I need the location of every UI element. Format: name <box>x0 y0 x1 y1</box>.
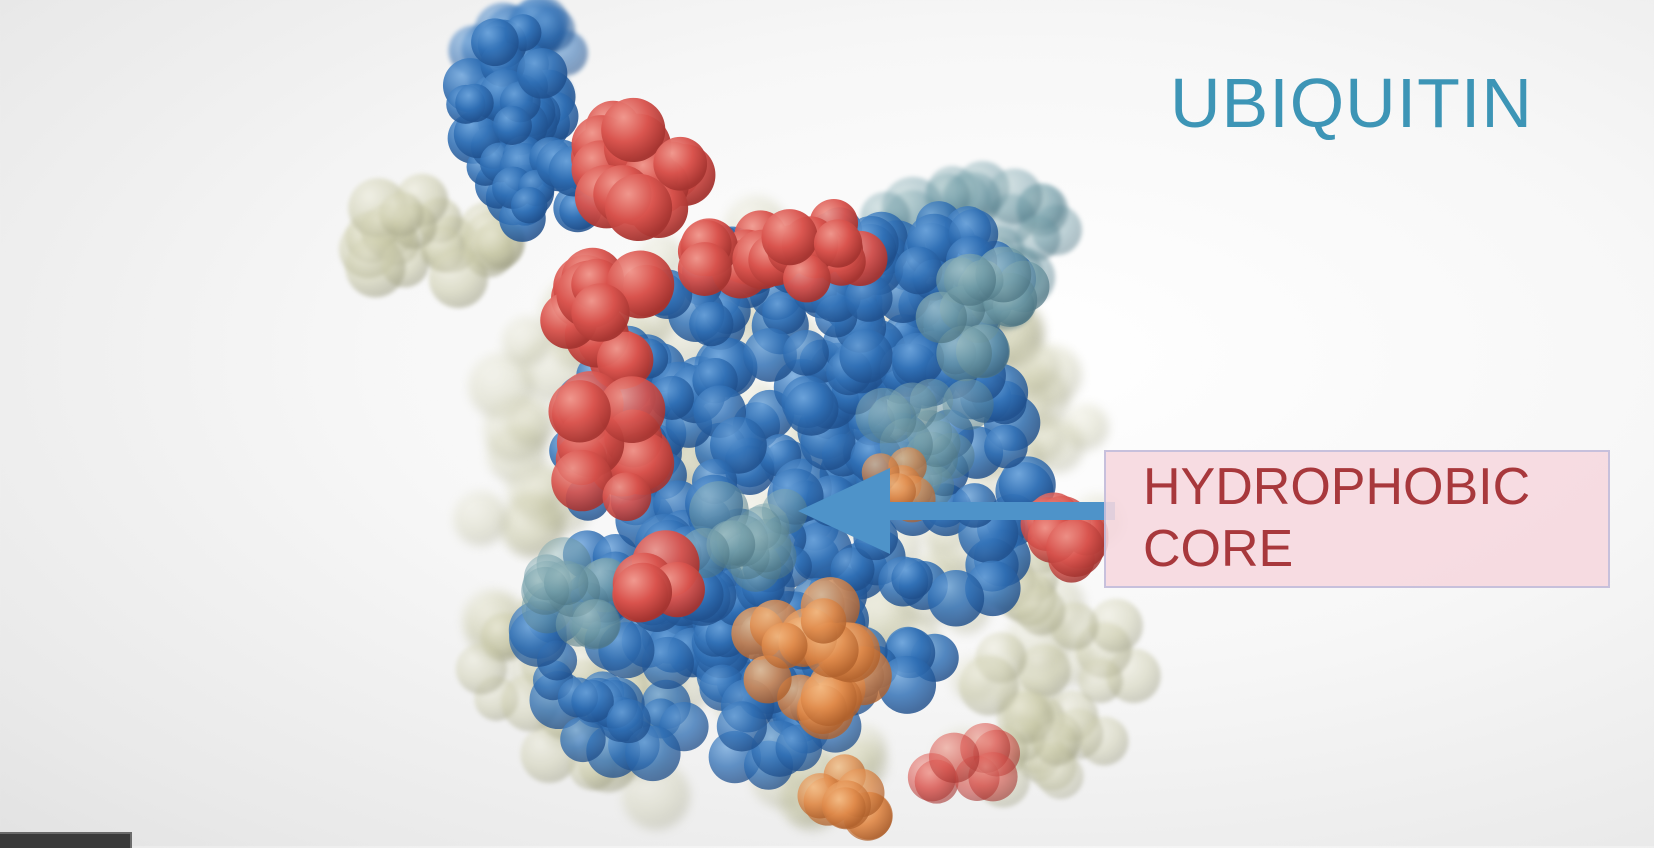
corner-tab <box>0 832 132 848</box>
left-arrow-icon <box>798 468 1115 554</box>
annotation-line-2: CORE <box>1143 520 1294 578</box>
molecule-title: UBIQUITIN <box>1170 64 1533 142</box>
protein-molecule <box>339 0 1161 841</box>
annotation-line-1: HYDROPHOBIC <box>1143 458 1531 516</box>
annotation-label: HYDROPHOBIC CORE <box>1143 456 1530 580</box>
annotation-box <box>1104 450 1610 588</box>
